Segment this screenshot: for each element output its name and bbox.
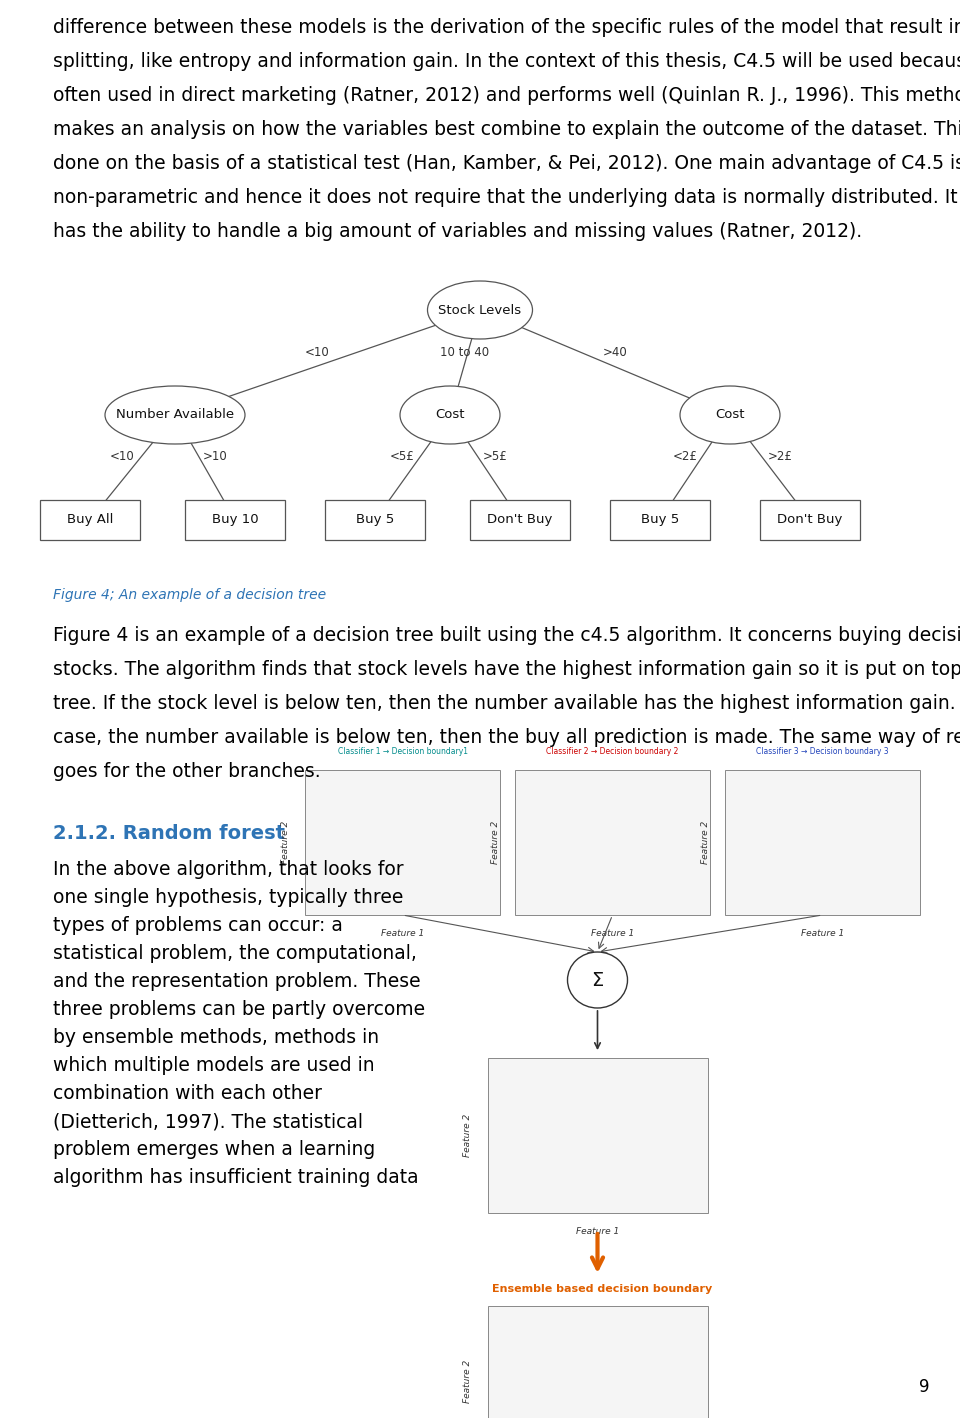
Text: 10 to 40: 10 to 40	[441, 346, 490, 359]
Text: difference between these models is the derivation of the specific rules of the m: difference between these models is the d…	[53, 18, 960, 37]
Text: Classifier 3 → Decision boundary 3: Classifier 3 → Decision boundary 3	[756, 747, 889, 756]
Text: Feature 1: Feature 1	[801, 929, 844, 937]
Text: Classifier 2 → Decision boundary 2: Classifier 2 → Decision boundary 2	[546, 747, 679, 756]
Text: three problems can be partly overcome: three problems can be partly overcome	[53, 1000, 425, 1020]
Text: Feature 1: Feature 1	[381, 929, 424, 937]
Ellipse shape	[400, 386, 500, 444]
Text: makes an analysis on how the variables best combine to explain the outcome of th: makes an analysis on how the variables b…	[53, 121, 960, 139]
FancyBboxPatch shape	[470, 501, 570, 540]
FancyBboxPatch shape	[610, 501, 710, 540]
Text: stocks. The algorithm finds that stock levels have the highest information gain : stocks. The algorithm finds that stock l…	[53, 659, 960, 679]
Text: 2.1.2. Random forest: 2.1.2. Random forest	[53, 824, 285, 842]
Text: <2£: <2£	[673, 451, 697, 464]
Text: Feature 2: Feature 2	[280, 821, 290, 864]
Text: and the representation problem. These: and the representation problem. These	[53, 971, 420, 991]
Text: statistical problem, the computational,: statistical problem, the computational,	[53, 944, 417, 963]
Text: Classifier 1 → Decision boundary1: Classifier 1 → Decision boundary1	[338, 747, 468, 756]
Text: has the ability to handle a big amount of variables and missing values (Ratner, : has the ability to handle a big amount o…	[53, 223, 862, 241]
Text: case, the number available is below ten, then the buy all prediction is made. Th: case, the number available is below ten,…	[53, 727, 960, 747]
Text: Figure 4 is an example of a decision tree built using the c4.5 algorithm. It con: Figure 4 is an example of a decision tre…	[53, 625, 960, 645]
FancyBboxPatch shape	[760, 501, 860, 540]
Text: Feature 1: Feature 1	[576, 1227, 619, 1236]
Bar	[488, 1058, 708, 1212]
Text: types of problems can occur: a: types of problems can occur: a	[53, 916, 343, 934]
Text: goes for the other branches.: goes for the other branches.	[53, 761, 321, 781]
Text: problem emerges when a learning: problem emerges when a learning	[53, 1140, 375, 1159]
Text: Feature 2: Feature 2	[463, 1115, 472, 1157]
Text: splitting, like entropy and information gain. In the context of this thesis, C4.: splitting, like entropy and information …	[53, 52, 960, 71]
Text: combination with each other: combination with each other	[53, 1083, 322, 1103]
Text: often used in direct marketing (Ratner, 2012) and performs well (Quinlan R. J., : often used in direct marketing (Ratner, …	[53, 86, 960, 105]
Text: Buy 10: Buy 10	[212, 513, 258, 526]
Text: Number Available: Number Available	[116, 408, 234, 421]
Text: Cost: Cost	[715, 408, 745, 421]
FancyBboxPatch shape	[185, 501, 285, 540]
Text: done on the basis of a statistical test (Han, Kamber, & Pei, 2012). One main adv: done on the basis of a statistical test …	[53, 155, 960, 173]
Text: by ensemble methods, methods in: by ensemble methods, methods in	[53, 1028, 379, 1046]
Text: >40: >40	[603, 346, 628, 359]
Text: <5£: <5£	[390, 451, 415, 464]
Bar	[725, 770, 920, 915]
Text: <10: <10	[305, 346, 330, 359]
Text: >10: >10	[203, 451, 228, 464]
Text: <10: <10	[110, 451, 134, 464]
FancyBboxPatch shape	[40, 501, 140, 540]
Text: Cost: Cost	[435, 408, 465, 421]
Text: Buy 5: Buy 5	[356, 513, 395, 526]
Text: non-parametric and hence it does not require that the underlying data is normall: non-parametric and hence it does not req…	[53, 189, 960, 207]
Text: Σ: Σ	[591, 970, 604, 990]
Text: tree. If the stock level is below ten, then the number available has the highest: tree. If the stock level is below ten, t…	[53, 693, 960, 713]
Text: Don't Buy: Don't Buy	[778, 513, 843, 526]
Text: Feature 2: Feature 2	[701, 821, 709, 864]
FancyBboxPatch shape	[325, 501, 425, 540]
Text: algorithm has insufficient training data: algorithm has insufficient training data	[53, 1168, 419, 1187]
Text: which multiple models are used in: which multiple models are used in	[53, 1056, 374, 1075]
Text: In the above algorithm, that looks for: In the above algorithm, that looks for	[53, 859, 403, 879]
Text: (Dietterich, 1997). The statistical: (Dietterich, 1997). The statistical	[53, 1112, 363, 1132]
Text: Feature 2: Feature 2	[463, 1360, 472, 1402]
Text: Feature 1: Feature 1	[590, 929, 635, 937]
Text: Figure 4; An example of a decision tree: Figure 4; An example of a decision tree	[53, 588, 326, 603]
Text: one single hypothesis, typically three: one single hypothesis, typically three	[53, 888, 403, 908]
Bar	[488, 1306, 708, 1418]
Text: >2£: >2£	[768, 451, 792, 464]
Text: Ensemble based decision boundary: Ensemble based decision boundary	[492, 1285, 712, 1295]
Ellipse shape	[680, 386, 780, 444]
Bar	[515, 770, 710, 915]
Ellipse shape	[567, 951, 628, 1008]
Text: Feature 2: Feature 2	[491, 821, 499, 864]
Text: Don't Buy: Don't Buy	[488, 513, 553, 526]
Ellipse shape	[105, 386, 245, 444]
Text: Buy 5: Buy 5	[641, 513, 679, 526]
Text: Stock Levels: Stock Levels	[439, 303, 521, 316]
Ellipse shape	[427, 281, 533, 339]
Text: Buy All: Buy All	[67, 513, 113, 526]
Text: 9: 9	[920, 1378, 930, 1395]
Text: >5£: >5£	[483, 451, 508, 464]
Bar	[305, 770, 500, 915]
